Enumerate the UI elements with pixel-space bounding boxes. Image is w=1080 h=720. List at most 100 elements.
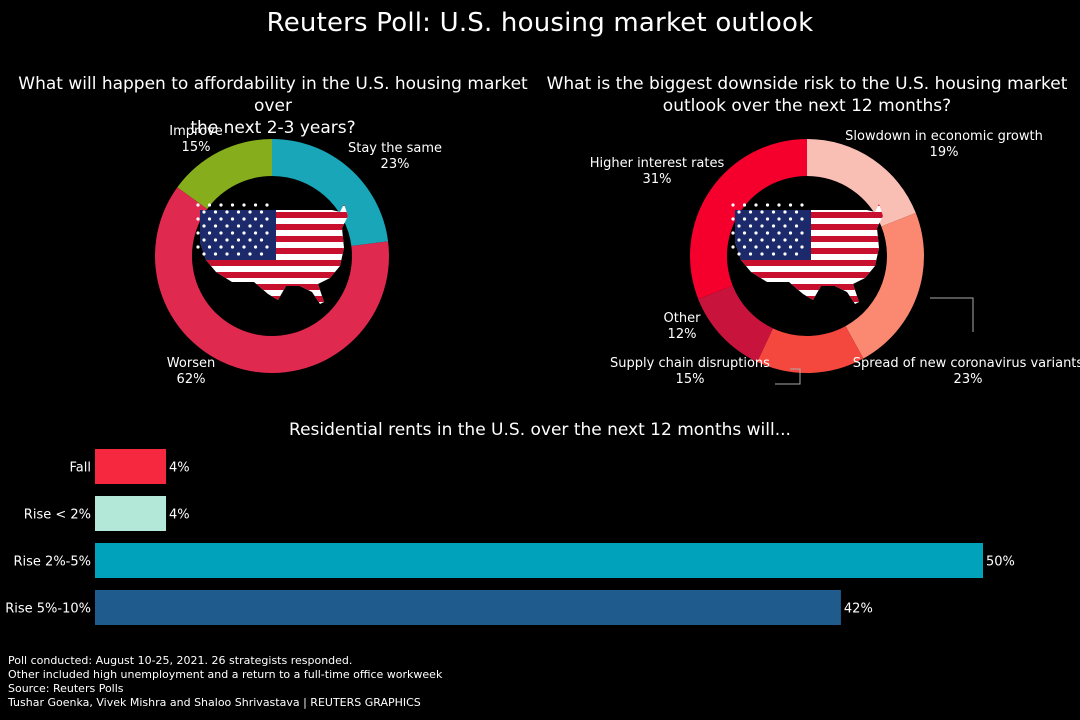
slice-supply-chain-disruptions <box>757 326 864 374</box>
flag-star <box>259 210 264 214</box>
flag-star <box>225 210 229 214</box>
flag-star <box>765 217 770 221</box>
flag-star <box>760 252 764 256</box>
flag-star <box>737 252 741 256</box>
flag-star <box>731 217 735 221</box>
slice-label-supply-chain-disruptions: Supply chain disruptions <box>610 356 770 371</box>
flag-star <box>754 231 758 235</box>
flag-star <box>765 203 770 207</box>
flag-star <box>259 224 264 228</box>
flag-star <box>236 252 241 256</box>
flag-star <box>777 231 781 235</box>
flag-stars-left <box>196 203 269 256</box>
flag-star <box>742 217 747 221</box>
bar-value-label-rise-2-5: 50% <box>986 555 1015 570</box>
bar-value-label-fall: 4% <box>169 461 190 476</box>
bar-value-label-rise-5-10: 42% <box>844 602 873 617</box>
bar-category-label-rise-5-10: Rise 5%-10% <box>5 602 91 617</box>
flag-star <box>219 217 223 221</box>
flag-star <box>230 203 235 207</box>
flag-star <box>242 245 246 249</box>
flag-star <box>783 210 787 214</box>
slice-value-other: 12% <box>668 327 697 342</box>
bar-value-label-rise-2: 4% <box>169 508 190 523</box>
risk-leader-lines <box>775 297 974 385</box>
flag-star <box>202 238 206 242</box>
flag-star <box>794 224 799 228</box>
flag-star <box>196 231 200 235</box>
flag-star <box>783 224 787 228</box>
flag-star <box>765 245 770 249</box>
bar-category-label-rise-2-5: Rise 2%-5% <box>14 555 92 570</box>
flag-star <box>737 210 741 214</box>
slice-label-spread-of-new-coronavirus-variants: Spread of new coronavirus variants <box>853 356 1080 371</box>
flag-star <box>794 210 799 214</box>
flag-star <box>196 217 200 221</box>
flag-star <box>253 217 258 221</box>
slice-value-spread-of-new-coronavirus-variants: 23% <box>954 372 983 387</box>
flag-star <box>248 210 252 214</box>
risk-question-title: What is the biggest downside risk to the… <box>542 73 1072 117</box>
slice-slowdown-in-economic-growth <box>807 139 916 227</box>
flag-star <box>242 231 246 235</box>
slice-value-stay-the-same: 23% <box>381 157 410 172</box>
bar-category-label-fall: Fall <box>70 461 91 476</box>
flag-star <box>800 231 804 235</box>
flag-star <box>248 224 252 228</box>
flag-star <box>202 252 206 256</box>
bar-rise-2-5 <box>95 543 983 578</box>
flag-star <box>742 231 747 235</box>
bar-category-label-rise-2: Rise < 2% <box>24 508 91 523</box>
flag-star <box>777 203 781 207</box>
flag-star <box>265 203 269 207</box>
flag-star <box>748 224 753 228</box>
slice-spread-of-new-coronavirus-variants <box>845 212 924 359</box>
flag-star <box>800 245 804 249</box>
flag-star <box>777 217 781 221</box>
flag-star <box>748 210 753 214</box>
slice-worsen <box>154 187 389 373</box>
flag-star <box>731 231 735 235</box>
flag-star <box>731 245 735 249</box>
flag-star <box>225 224 229 228</box>
flag-star <box>783 252 787 256</box>
flag-star <box>742 203 747 207</box>
leader-line-coronavirus <box>930 297 974 332</box>
flag-star <box>765 231 770 235</box>
flag-star <box>207 203 212 207</box>
affordability-question-title: What will happen to affordability in the… <box>8 73 538 139</box>
flag-star <box>236 238 241 242</box>
flag-star <box>731 203 735 207</box>
rents-bar-chart: Fall 4% Rise < 2% 4% Rise 2%-5% 50% Rise 5%-10… <box>5 449 1015 625</box>
flag-star <box>213 252 218 256</box>
leader-line-supply-chain <box>775 368 801 385</box>
flag-star <box>265 245 269 249</box>
flag-star <box>771 238 776 242</box>
flag-star <box>202 224 206 228</box>
flag-star <box>748 238 753 242</box>
flag-star <box>742 245 747 249</box>
flag-star <box>219 203 223 207</box>
slice-value-improve: 15% <box>182 140 211 155</box>
flag-star <box>202 210 206 214</box>
flag-star <box>196 203 200 207</box>
flag-star <box>265 231 269 235</box>
flag-star <box>236 224 241 228</box>
flag-star <box>760 238 764 242</box>
flag-star <box>737 238 741 242</box>
flag-star <box>760 224 764 228</box>
flag-star <box>207 217 212 221</box>
footer-line-credits: Tushar Goenka, Vivek Mishra and Shaloo S… <box>8 696 421 709</box>
slice-value-worsen: 62% <box>177 372 206 387</box>
flag-star <box>230 217 235 221</box>
flag-star <box>771 252 776 256</box>
flag-star <box>800 217 804 221</box>
flag-star <box>253 231 258 235</box>
slice-value-supply-chain-disruptions: 15% <box>676 372 705 387</box>
flag-star <box>225 252 229 256</box>
flag-star <box>754 203 758 207</box>
slice-improve <box>177 139 272 209</box>
slice-label-stay-the-same: Stay the same <box>348 141 442 156</box>
